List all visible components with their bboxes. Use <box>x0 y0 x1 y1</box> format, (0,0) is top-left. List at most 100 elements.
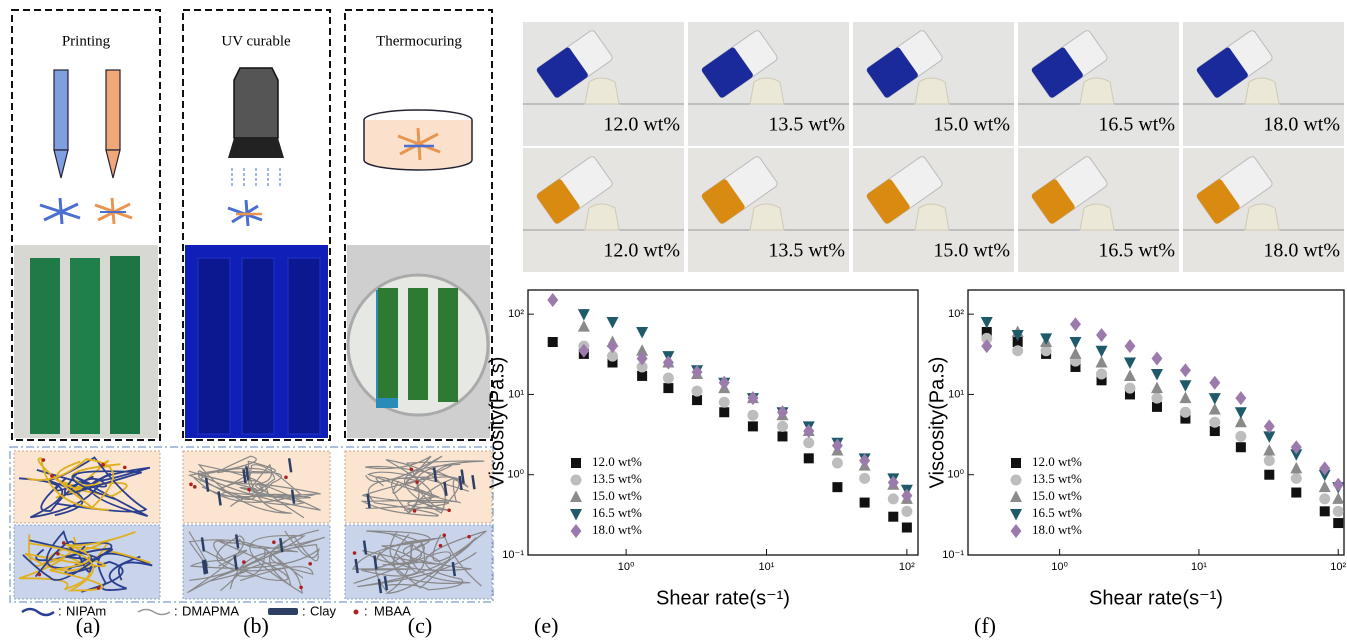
x-tick-label: 10⁰ <box>618 561 635 573</box>
concentration-label: 13.5 wt% <box>768 114 845 136</box>
legend-marker <box>1010 491 1022 503</box>
data-point <box>636 327 648 339</box>
crosslinker <box>467 535 471 539</box>
panel-title: Printing <box>62 33 111 49</box>
crosslinker <box>123 466 127 470</box>
data-point <box>1151 393 1162 404</box>
crosslinker <box>56 552 60 556</box>
data-point <box>1320 506 1330 516</box>
crosslinker <box>42 458 46 462</box>
y-axis-title: Viscosity(Pa.s) <box>486 357 508 489</box>
legend-label: 15.0 wt% <box>1032 488 1082 503</box>
data-point <box>1319 493 1330 504</box>
legend-label: 16.5 wt% <box>592 505 642 520</box>
plot-frame <box>968 290 1344 555</box>
legend-label: 12.0 wt% <box>592 454 642 469</box>
y-tick-label: 10⁻¹ <box>502 549 524 561</box>
vial-cap <box>915 78 949 104</box>
vial-cap <box>585 204 619 230</box>
gel-strip <box>30 258 60 434</box>
vial-cap <box>1080 204 1114 230</box>
legend-marker <box>1010 509 1022 521</box>
legend-marker <box>1011 524 1022 538</box>
vial-cap <box>1080 78 1114 104</box>
data-point <box>1264 419 1275 433</box>
data-point <box>1236 442 1246 452</box>
y-tick-label: 10¹ <box>508 388 524 400</box>
legend-label: 18.0 wt% <box>592 522 642 537</box>
svg-text::: : <box>364 603 368 618</box>
gel-strip <box>438 288 458 402</box>
legend-marker <box>571 458 581 468</box>
concentration-label: 15.0 wt% <box>933 240 1010 262</box>
x-tick-label: 10² <box>899 561 915 573</box>
crosslinker <box>284 475 288 479</box>
gel-strip <box>242 258 274 434</box>
legend-label: 16.5 wt% <box>1032 505 1082 520</box>
data-point <box>1069 337 1081 349</box>
legend-label: 12.0 wt% <box>1032 454 1082 469</box>
data-point <box>663 373 674 384</box>
x-tick-label: 10¹ <box>1191 561 1207 573</box>
figure: Printing UV curable Thermocuring <box>0 0 1347 640</box>
panel-label: (b) <box>243 613 269 638</box>
data-point <box>607 339 618 353</box>
data-point <box>1151 369 1163 381</box>
concentration-label: 15.0 wt% <box>933 114 1010 136</box>
y-tick-label: 10¹ <box>948 388 964 400</box>
panel-title: Thermocuring <box>376 33 462 49</box>
data-point <box>888 512 898 522</box>
data-point <box>1209 393 1221 405</box>
y-tick-label: 10⁰ <box>507 469 524 481</box>
vial-photos: (d)12.0 wt%13.5 wt%15.0 wt%16.5 wt%18.0 … <box>523 22 1344 272</box>
concentration-label: 12.0 wt% <box>603 240 680 262</box>
data-point <box>777 431 787 441</box>
y-axis-title: Viscosity(Pa.s) <box>926 357 948 489</box>
concentration-label: 18.0 wt% <box>1263 240 1340 262</box>
legend-label: MBAA <box>374 603 411 618</box>
crosslinker <box>353 551 357 555</box>
svg-text::: : <box>302 603 306 618</box>
data-point <box>860 498 870 508</box>
x-tick-label: 10¹ <box>759 561 775 573</box>
data-point <box>1291 473 1302 484</box>
data-point <box>1124 357 1136 369</box>
crosslinker <box>193 485 197 489</box>
crosslinker <box>447 509 451 513</box>
crosslinker <box>299 586 303 590</box>
data-point <box>1179 380 1191 392</box>
legend-marker <box>571 475 582 486</box>
data-point <box>607 317 619 329</box>
page: { "panels": { "a": {"label": "(a)", "tit… <box>0 0 1347 640</box>
data-point <box>1209 376 1220 390</box>
crosslinker <box>50 474 54 478</box>
data-point <box>1124 369 1136 381</box>
crosslinker <box>413 509 417 513</box>
charts: 10⁰10¹10²10⁻¹10⁰10¹10²Shear rate(s⁻¹)Vis… <box>486 290 1346 638</box>
data-point <box>804 453 814 463</box>
legend-label: 15.0 wt% <box>592 488 642 503</box>
crosslinker <box>247 488 251 492</box>
data-point <box>547 293 558 307</box>
data-point <box>1096 368 1107 379</box>
crosslinker <box>189 483 193 487</box>
data-point <box>832 457 843 468</box>
data-point <box>1209 417 1220 428</box>
crosslinker <box>415 480 419 484</box>
panel-label: (a) <box>76 613 100 638</box>
data-point <box>1264 455 1275 466</box>
data-point <box>1235 391 1246 405</box>
crosslinker <box>442 533 446 537</box>
gel-strip <box>288 258 320 434</box>
data-point <box>1290 462 1302 474</box>
data-point <box>719 397 730 408</box>
uv-illustration <box>228 68 284 226</box>
legend-label: 18.0 wt% <box>1032 522 1082 537</box>
vial-cap <box>750 78 784 104</box>
panel-label: (c) <box>408 613 432 638</box>
concentration-label: 16.5 wt% <box>1098 114 1175 136</box>
data-point <box>888 493 899 504</box>
legend-marker <box>570 509 582 521</box>
y-tick-label: 10⁻¹ <box>942 549 964 561</box>
crosslinker <box>409 468 413 472</box>
